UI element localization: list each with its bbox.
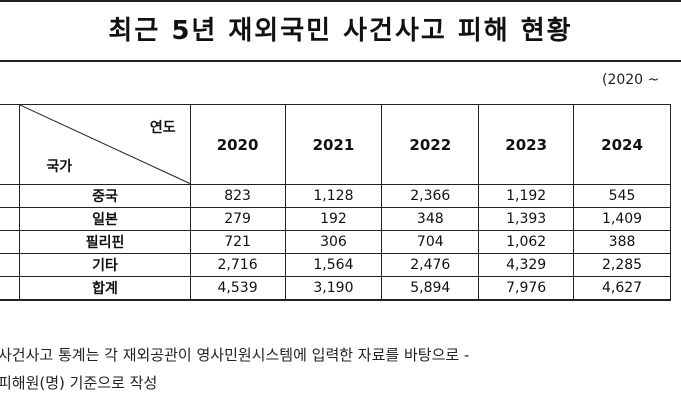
left-edge-cell: [0, 253, 21, 277]
country-cell: 일본: [19, 207, 191, 231]
year-header: 2021: [284, 104, 383, 185]
left-edge-cell: [0, 207, 21, 231]
title-box: [0, 0, 681, 62]
total-value-cell: 5,894: [381, 276, 480, 301]
year-header: 2022: [381, 104, 480, 185]
diagonal-line: [20, 105, 190, 184]
country-axis-label: 국가: [46, 159, 73, 175]
left-edge-cell: [0, 184, 21, 208]
value-cell: 2,716: [189, 253, 286, 277]
left-edge-cell: [0, 230, 21, 254]
value-cell: 1,409: [573, 207, 671, 231]
value-cell: 823: [189, 184, 286, 208]
value-cell: 1,128: [284, 184, 383, 208]
value-cell: 4,329: [478, 253, 575, 277]
header-row: 연도 국가 2020 2021 2022 2023 2024: [0, 104, 671, 185]
year-axis-label: 연도: [149, 120, 176, 136]
value-cell: 721: [189, 230, 286, 254]
period-label: (2020 ~: [602, 72, 660, 88]
value-cell: 1,564: [284, 253, 383, 277]
value-cell: 1,192: [478, 184, 575, 208]
total-value-cell: 4,627: [573, 276, 671, 301]
value-cell: 348: [381, 207, 480, 231]
total-row: 합계 4,539 3,190 5,894 7,976 4,627: [0, 276, 671, 301]
footnote-line-1: 사건사고 통계는 각 재외공관이 영사민원시스템에 입력한 자료를 바탕으로 -: [0, 346, 470, 364]
year-header: 2023: [478, 104, 575, 185]
year-header: 2020: [189, 104, 286, 185]
value-cell: 388: [573, 230, 671, 254]
value-cell: 704: [381, 230, 480, 254]
value-cell: 1,393: [478, 207, 575, 231]
incident-table: 연도 국가 2020 2021 2022 2023 2024 중국 823 1,…: [0, 104, 671, 301]
country-cell: 중국: [19, 184, 191, 208]
total-value-cell: 7,976: [478, 276, 575, 301]
total-value-cell: 4,539: [189, 276, 286, 301]
corner-cell: 연도 국가: [19, 104, 191, 185]
country-cell: 필리핀: [19, 230, 191, 254]
table-row: 중국 823 1,128 2,366 1,192 545: [0, 184, 671, 208]
value-cell: 279: [189, 207, 286, 231]
value-cell: 192: [284, 207, 383, 231]
value-cell: 306: [284, 230, 383, 254]
left-edge-cell: [0, 104, 21, 185]
value-cell: 545: [573, 184, 671, 208]
value-cell: 2,476: [381, 253, 480, 277]
table-row: 일본 279 192 348 1,393 1,409: [0, 207, 671, 231]
country-cell: 기타: [19, 253, 191, 277]
left-edge-cell: [0, 276, 21, 301]
value-cell: 2,285: [573, 253, 671, 277]
footnote-line-2: 피해원(명) 기준으로 작성: [0, 374, 158, 392]
value-cell: 1,062: [478, 230, 575, 254]
year-header: 2024: [573, 104, 671, 185]
total-value-cell: 3,190: [284, 276, 383, 301]
table-row: 기타 2,716 1,564 2,476 4,329 2,285: [0, 253, 671, 277]
value-cell: 2,366: [381, 184, 480, 208]
page-title: 최근 5년 재외국민 사건사고 피해 현황: [108, 16, 573, 46]
total-label-cell: 합계: [19, 276, 191, 301]
table-row: 필리핀 721 306 704 1,062 388: [0, 230, 671, 254]
